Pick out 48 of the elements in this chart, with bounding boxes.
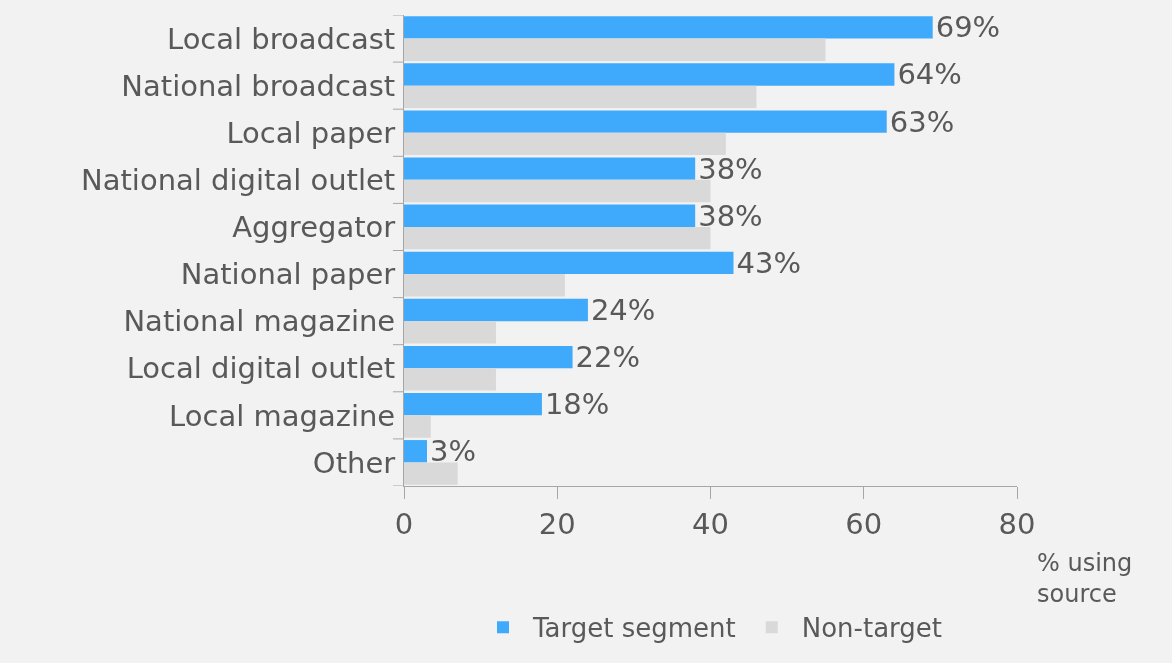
bar (404, 38, 826, 61)
x-tick-label: 20 (538, 506, 576, 541)
data-label: 43% (736, 245, 801, 280)
bar (404, 274, 565, 297)
bar (404, 298, 588, 322)
bar (404, 392, 542, 416)
bar (404, 462, 458, 485)
data-label: 22% (575, 340, 641, 375)
data-label: 3% (429, 434, 477, 469)
x-tick-label: 40 (692, 506, 729, 541)
data-label: 64% (897, 57, 962, 92)
y-tick-label: National paper (180, 257, 396, 292)
bar (404, 110, 887, 133)
legend-label: Target segment (532, 613, 736, 644)
x-tick-label: 60 (845, 506, 883, 541)
data-label: 63% (889, 104, 955, 139)
bar (404, 226, 711, 250)
y-tick-label: Other (312, 445, 396, 480)
bar (404, 415, 431, 438)
data-label: 18% (544, 387, 610, 422)
y-tick-label: National magazine (123, 304, 396, 339)
legend-label: Non-target (801, 613, 943, 644)
y-tick-label: Aggregator (232, 210, 396, 245)
bar (404, 85, 757, 109)
bar (404, 345, 573, 369)
bar (404, 63, 895, 86)
bar (404, 251, 734, 275)
data-label: 38% (698, 151, 763, 186)
bar (404, 440, 427, 463)
y-tick-label: National broadcast (121, 68, 396, 103)
y-tick-label: Local broadcast (167, 21, 396, 56)
data-label: 24% (590, 292, 656, 327)
y-tick-label: Local digital outlet (126, 351, 396, 386)
data-label: 38% (698, 198, 763, 233)
bar (404, 321, 496, 344)
y-tick-label: Local paper (226, 115, 396, 150)
x-tick-label: 0 (394, 506, 414, 541)
bar (404, 368, 496, 391)
y-tick-label: National digital outlet (81, 163, 396, 197)
bar (404, 204, 696, 227)
bar (404, 16, 933, 39)
bar (404, 132, 726, 156)
bar (404, 157, 696, 180)
y-tick-label: Local magazine (169, 398, 396, 433)
x-axis-title: % using source (1037, 549, 1133, 609)
bar (404, 179, 711, 203)
x-tick-label: 80 (998, 506, 1036, 541)
data-label: 69% (935, 10, 1001, 45)
